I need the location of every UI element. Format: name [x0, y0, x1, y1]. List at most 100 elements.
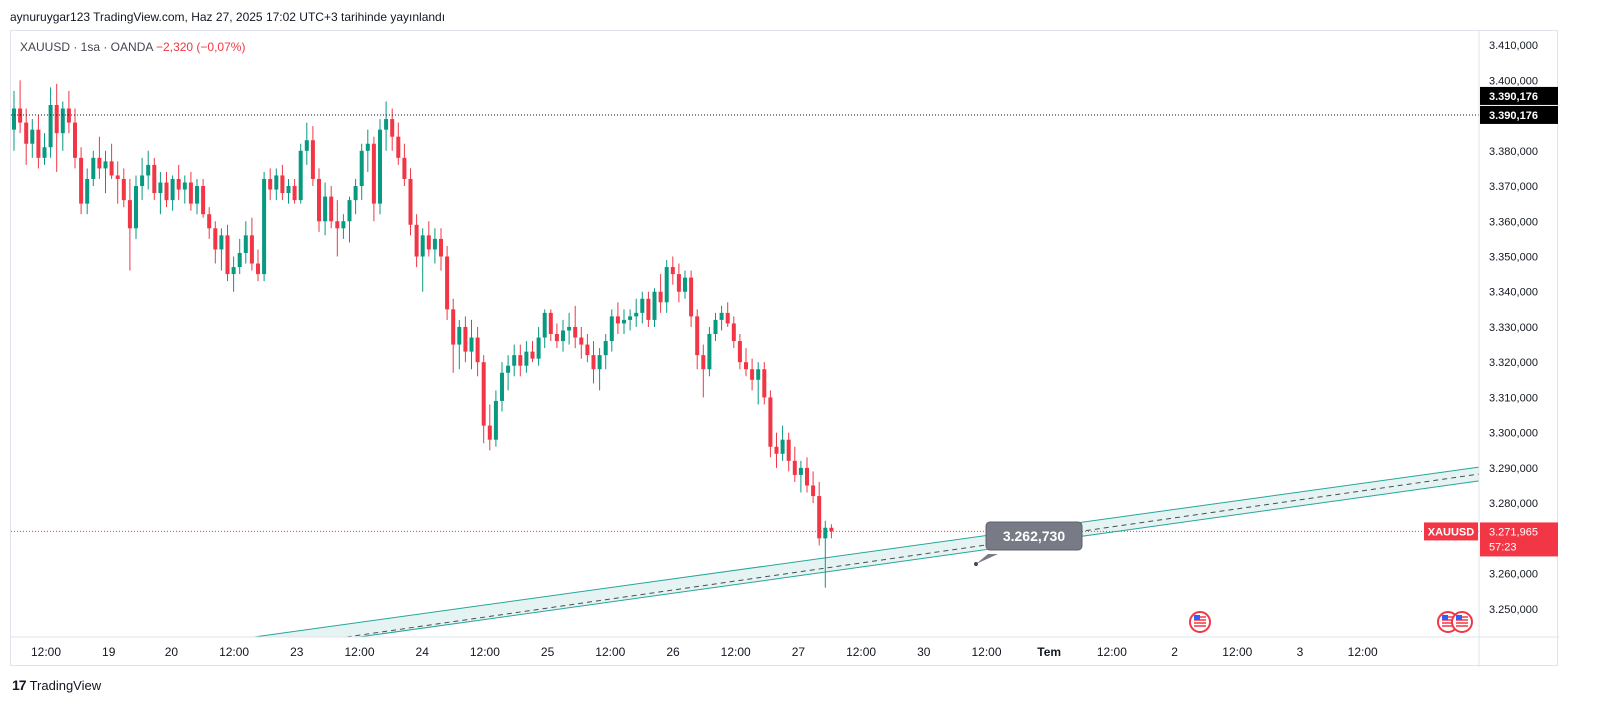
price-tick-label: 3.320,000	[1489, 357, 1538, 369]
time-tick-label: 3	[1297, 645, 1304, 659]
time-tick-label: 12:00	[1097, 645, 1127, 659]
candle-body	[798, 467, 803, 475]
price-tick-label: 3.310,000	[1489, 392, 1538, 404]
candle-body	[774, 446, 779, 454]
candle-body	[725, 312, 730, 324]
time-tick-label: 20	[165, 645, 179, 659]
price-tick-label: 3.400,000	[1489, 75, 1538, 87]
candle-body	[548, 312, 553, 334]
candle-body	[115, 175, 120, 179]
event-marker-us	[1451, 611, 1473, 633]
candle-body	[182, 182, 187, 190]
candle-body	[225, 235, 230, 275]
candle-body	[615, 316, 620, 324]
candle-body	[664, 267, 669, 303]
publish-info: aynuruygar123 TradingView.com, Haz 27, 2…	[10, 10, 446, 24]
candle-body	[463, 326, 468, 352]
candle-body	[91, 157, 96, 179]
last-price-label-bg	[1480, 522, 1558, 557]
candle-body	[475, 337, 480, 363]
channel-median-line	[346, 473, 1480, 638]
candle-body	[768, 397, 773, 447]
candle-body	[170, 178, 175, 201]
candle-body	[432, 238, 437, 250]
candle-body	[469, 337, 474, 352]
candle-body	[683, 277, 687, 292]
flag-canton	[1442, 615, 1448, 620]
candle-body	[707, 334, 712, 370]
candle-body	[12, 108, 16, 130]
last-price-label: 3.271,965	[1489, 526, 1538, 538]
candle-body	[152, 164, 157, 194]
price-tick-label: 3.380,000	[1489, 146, 1538, 158]
candle-body	[457, 326, 462, 345]
time-tick-label: 12:00	[846, 645, 876, 659]
candle-body	[426, 235, 431, 250]
candle-body	[237, 252, 242, 268]
symbol-change: −2,320 (−0,07%)	[156, 40, 246, 54]
flag-canton	[1456, 615, 1462, 620]
candle-body	[561, 330, 565, 342]
regression-channel[interactable]	[253, 466, 1480, 638]
time-axis[interactable]: 12:00 19 20 12:00 23 12:00 24 12:00 25 12:00 26 12:…	[11, 636, 1559, 659]
candle-body	[176, 178, 181, 190]
candle-body	[585, 344, 590, 356]
candle-body	[146, 164, 151, 176]
candle-body	[652, 291, 657, 320]
candle-body	[493, 400, 498, 440]
candle-body	[750, 369, 755, 380]
candle-body	[18, 108, 23, 123]
candle-body	[500, 372, 504, 401]
candle-body	[207, 214, 212, 229]
candle-body	[390, 119, 395, 137]
candle-body	[66, 108, 71, 123]
candle-body	[274, 175, 279, 190]
symbol-price-tag: XAUUSD	[1428, 526, 1475, 538]
candle-body	[676, 274, 681, 292]
high-price-label-bg	[1480, 86, 1558, 105]
price-tick-label: 3.330,000	[1489, 322, 1538, 334]
candle-body	[42, 147, 47, 158]
candle-body	[329, 196, 334, 222]
time-tick-label: 12:00	[1222, 645, 1252, 659]
flag-canton	[1194, 615, 1200, 620]
time-tick-label: 12:00	[971, 645, 1001, 659]
candle-body	[554, 334, 559, 342]
symbol-info: XAUUSD · 1sa · OANDA −2,320 (−0,07%)	[20, 40, 245, 54]
tradingview-logo[interactable]: 17 TradingView	[12, 677, 101, 693]
candle-body	[713, 319, 718, 334]
high-price-label: 3.390,176	[1489, 110, 1538, 122]
candle-body	[317, 178, 321, 222]
candle-body	[591, 355, 596, 370]
high-price-label-bg	[1480, 105, 1558, 124]
candle-body	[567, 326, 572, 331]
candle-body	[780, 439, 785, 454]
time-tick-label: 12:00	[595, 645, 625, 659]
price-tick-label: 3.370,000	[1489, 181, 1538, 193]
candle-body	[420, 235, 425, 257]
candle-body	[536, 337, 541, 359]
candle-body	[36, 129, 41, 158]
candle-body	[365, 143, 370, 151]
candle-body	[85, 178, 90, 204]
countdown-label: 57:23	[1489, 541, 1517, 553]
candle-body	[384, 119, 389, 130]
candle-body	[744, 362, 748, 370]
candle-body	[402, 157, 407, 179]
candle-body	[445, 256, 450, 310]
candle-body	[573, 326, 578, 338]
candle-body	[201, 186, 206, 215]
candle-body	[609, 316, 614, 342]
candle-body	[127, 200, 132, 229]
time-tick-label: 12:00	[31, 645, 61, 659]
candle-body	[121, 178, 126, 201]
time-tick-label: 25	[541, 645, 555, 659]
price-chart[interactable]: 3.262,730 3.250,0003.260,0003.270,0003.2…	[11, 31, 1559, 667]
candle-body	[451, 309, 456, 345]
chart-frame[interactable]: 3.262,730 3.250,0003.260,0003.270,0003.2…	[10, 30, 1559, 667]
annotation-label: 3.262,730	[1003, 528, 1065, 544]
channel-lower-line	[358, 480, 1480, 638]
candle-body	[817, 496, 822, 539]
time-tick-label: 2	[1171, 645, 1178, 659]
price-axis[interactable]: 3.250,0003.260,0003.270,0003.280,0003.29…	[1424, 31, 1558, 667]
